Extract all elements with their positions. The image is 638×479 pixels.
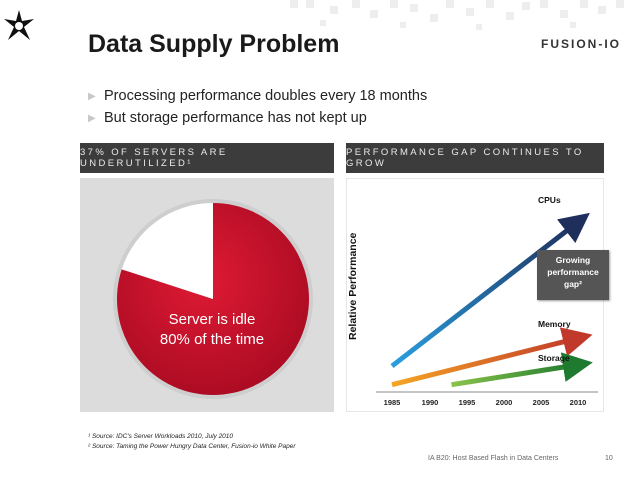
series-label-memory: Memory (538, 319, 571, 329)
bullet-arrow-icon: ▶ (88, 90, 96, 102)
x-tick-label: 2010 (569, 398, 587, 407)
decorative-squares (290, 0, 624, 30)
x-tick-label: 2005 (532, 398, 550, 407)
footnote-2: ² Source: Taming the Power Hungry Data C… (88, 443, 296, 450)
page-title: Data Supply Problem (88, 30, 340, 58)
bullet-text: Processing performance doubles every 18 … (104, 88, 428, 104)
bullet-item: ▶ Processing performance doubles every 1… (88, 85, 427, 107)
pie-label-line1: Server is idle (168, 311, 256, 328)
bullet-item: ▶ But storage performance has not kept u… (88, 107, 427, 129)
x-tick-label: 1995 (458, 398, 476, 407)
series-label-storage: Storage (538, 353, 570, 363)
footnote-1: ¹ Source: IDC's Server Workloads 2010, J… (88, 433, 234, 440)
bullet-list: ▶ Processing performance doubles every 1… (88, 85, 427, 129)
callout-line: performance (547, 267, 599, 277)
right-panel-header: PERFORMANCE GAP CONTINUES TO GROW (346, 143, 604, 173)
pie-label-line2: 80% of the time (159, 331, 265, 348)
page-number: 10 (605, 455, 613, 462)
pie-slice-active (121, 203, 213, 299)
left-panel-header: 37% OF SERVERS ARE UNDERUTILIZED¹ (80, 143, 334, 173)
performance-gap-callout: Growing performance gap² (537, 250, 609, 300)
callout-line: Growing (555, 255, 591, 265)
pie-chart (113, 199, 313, 399)
x-tick-label: 2000 (495, 398, 513, 407)
series-line-cpus (390, 212, 590, 369)
pie-label: Server is idle 80% of the time (120, 310, 304, 350)
fusion-io-star-logo (4, 10, 34, 40)
footer-session: IA B20: Host Based Flash in Data Centers (428, 455, 559, 462)
callout-line: gap² (564, 279, 582, 289)
series-line-storage (451, 352, 593, 388)
x-tick-label: 1990 (421, 398, 439, 407)
bullet-text: But storage performance has not kept up (104, 110, 367, 126)
series-line-memory (391, 327, 593, 388)
brand-logo: FUSION-IO (541, 37, 621, 51)
series-label-cpus: CPUs (538, 195, 561, 205)
bullet-arrow-icon: ▶ (88, 112, 96, 124)
x-tick-label: 1985 (383, 398, 401, 407)
